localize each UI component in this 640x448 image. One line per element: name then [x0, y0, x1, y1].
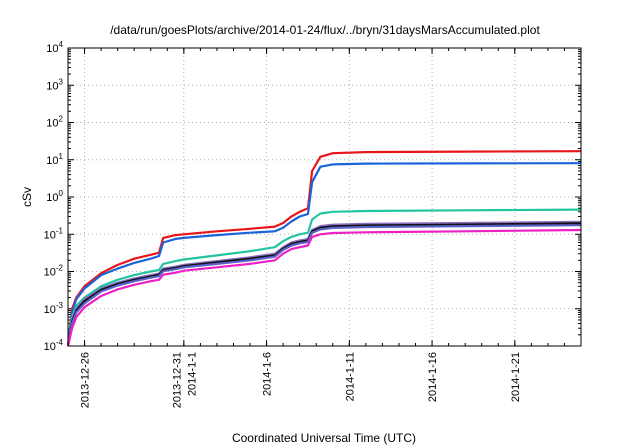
x-axis: 2013-12-26 2013-12-31 2014-1-1 2014-1-6 2014…: [67, 48, 582, 408]
grid: [68, 48, 581, 346]
series-line: [66, 162, 582, 347]
y-tick-label: 101: [46, 152, 63, 167]
x-tick-label: 2014-1-11: [344, 352, 356, 401]
x-tick-label: 2014-1-16: [427, 352, 439, 402]
series-line: [66, 220, 582, 347]
x-tick-label: 2013-12-26: [80, 352, 92, 408]
y-tick-label: 102: [46, 115, 63, 130]
chart-title: /data/run/goesPlots/archive/2014-01-24/f…: [110, 23, 540, 37]
series-line: [66, 208, 582, 347]
series-line: [66, 222, 582, 347]
x-axis-label: Coordinated Universal Time (UTC): [232, 431, 416, 445]
x-tick-label: 2014-1-21: [510, 352, 522, 402]
y-tick-label: 103: [46, 77, 63, 92]
series-line: [66, 224, 582, 347]
x-tick-label: 2014-1-1: [186, 352, 198, 396]
x-tick-label: 2013-12-31: [171, 352, 183, 408]
plot-frame: [67, 47, 582, 347]
x-tick-label: 2014-1-6: [262, 352, 274, 396]
y-tick-label: 104: [46, 40, 63, 55]
series-group: [66, 150, 582, 347]
series-line: [66, 150, 582, 347]
series-line: [66, 228, 582, 347]
y-tick-label: 10-2: [44, 264, 64, 279]
y-axis-label: cSv: [20, 187, 34, 207]
y-tick-label: 10-4: [44, 338, 64, 353]
y-tick-label: 10-1: [44, 226, 64, 241]
y-tick-label: 100: [46, 189, 63, 204]
y-tick-label: 10-3: [44, 301, 64, 316]
